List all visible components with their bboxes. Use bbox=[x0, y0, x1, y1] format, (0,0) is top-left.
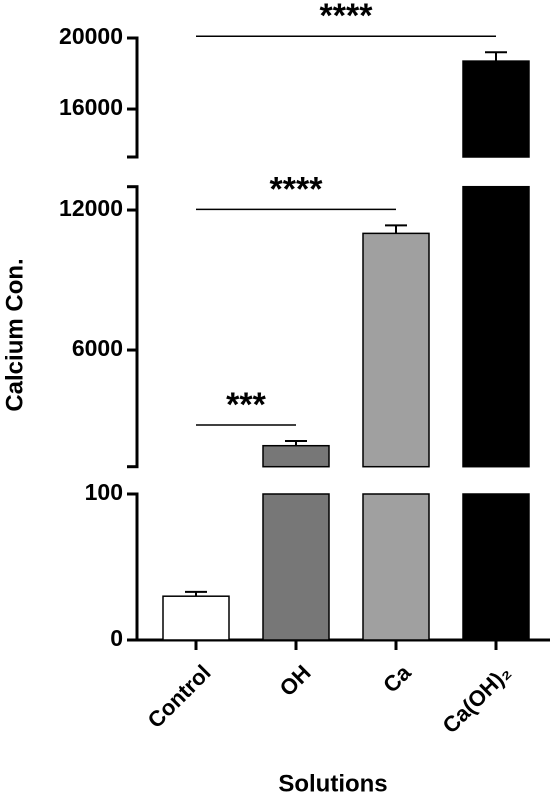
significance-label: **** bbox=[270, 170, 324, 208]
bar bbox=[462, 493, 530, 641]
y-tick-label: 100 bbox=[85, 479, 123, 505]
x-tick-label: Ca(OH)₂ bbox=[437, 660, 515, 738]
bar bbox=[362, 493, 430, 641]
y-tick-label: 12000 bbox=[59, 195, 123, 221]
x-tick-label: Ca bbox=[378, 659, 416, 697]
y-tick-label: 20000 bbox=[59, 23, 123, 49]
bar bbox=[462, 60, 530, 158]
bar bbox=[162, 595, 230, 641]
x-tick-label: Control bbox=[143, 660, 216, 733]
y-tick-label: 0 bbox=[110, 625, 123, 651]
x-tick-label: OH bbox=[275, 660, 316, 701]
y-tick-label: 16000 bbox=[59, 94, 123, 120]
bar bbox=[262, 493, 330, 641]
x-axis-title: Solutions bbox=[278, 770, 387, 797]
y-axis-title: Calcium Con. bbox=[1, 258, 28, 411]
bar bbox=[462, 185, 530, 468]
y-tick-label: 6000 bbox=[72, 335, 123, 361]
significance-label: **** bbox=[320, 0, 374, 35]
bar bbox=[262, 444, 330, 468]
bar bbox=[362, 232, 430, 468]
significance-label: *** bbox=[226, 386, 266, 424]
